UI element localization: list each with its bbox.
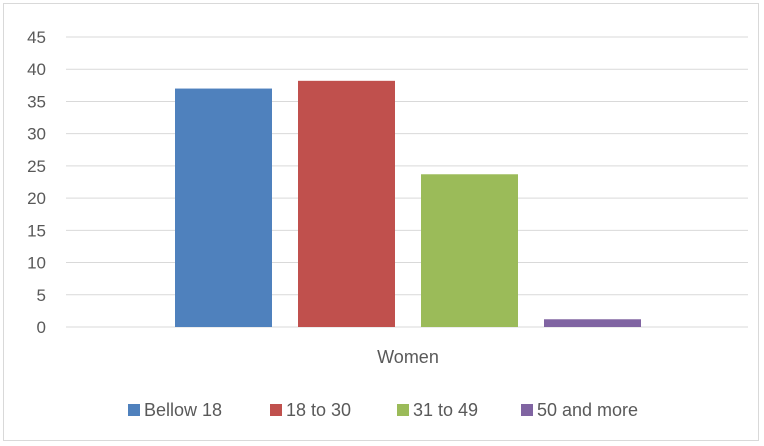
legend-label: 31 to 49 — [413, 400, 478, 420]
y-tick-label: 25 — [27, 157, 46, 176]
legend-label: 50 and more — [537, 400, 638, 420]
legend-swatch — [128, 404, 140, 416]
y-tick-label: 45 — [27, 28, 46, 47]
legend-swatch — [521, 404, 533, 416]
bar-bellow-18 — [175, 88, 272, 327]
y-axis: 0 5 10 15 20 25 30 35 40 45 — [27, 28, 46, 337]
bar-18-to-30 — [298, 80, 395, 327]
legend-item: 50 and more — [521, 400, 638, 420]
bars — [175, 80, 641, 327]
legend-item: Bellow 18 — [128, 400, 222, 420]
y-tick-label: 20 — [27, 189, 46, 208]
gridlines — [66, 36, 748, 328]
legend-swatch — [270, 404, 282, 416]
legend: Bellow 18 18 to 30 31 to 49 50 and more — [128, 400, 638, 420]
legend-item: 31 to 49 — [397, 400, 478, 420]
legend-item: 18 to 30 — [270, 400, 351, 420]
x-axis: Women — [377, 347, 439, 367]
y-tick-label: 35 — [27, 92, 46, 111]
y-tick-label: 10 — [27, 254, 46, 273]
category-label: Women — [377, 347, 439, 367]
y-tick-label: 0 — [37, 318, 46, 337]
y-tick-label: 5 — [37, 286, 46, 305]
bar-50-and-more — [544, 319, 641, 327]
y-tick-label: 15 — [27, 221, 46, 240]
legend-label: Bellow 18 — [144, 400, 222, 420]
legend-swatch — [397, 404, 409, 416]
y-tick-label: 30 — [27, 125, 46, 144]
legend-label: 18 to 30 — [286, 400, 351, 420]
y-tick-label: 40 — [27, 60, 46, 79]
bar-31-to-49 — [421, 174, 518, 327]
